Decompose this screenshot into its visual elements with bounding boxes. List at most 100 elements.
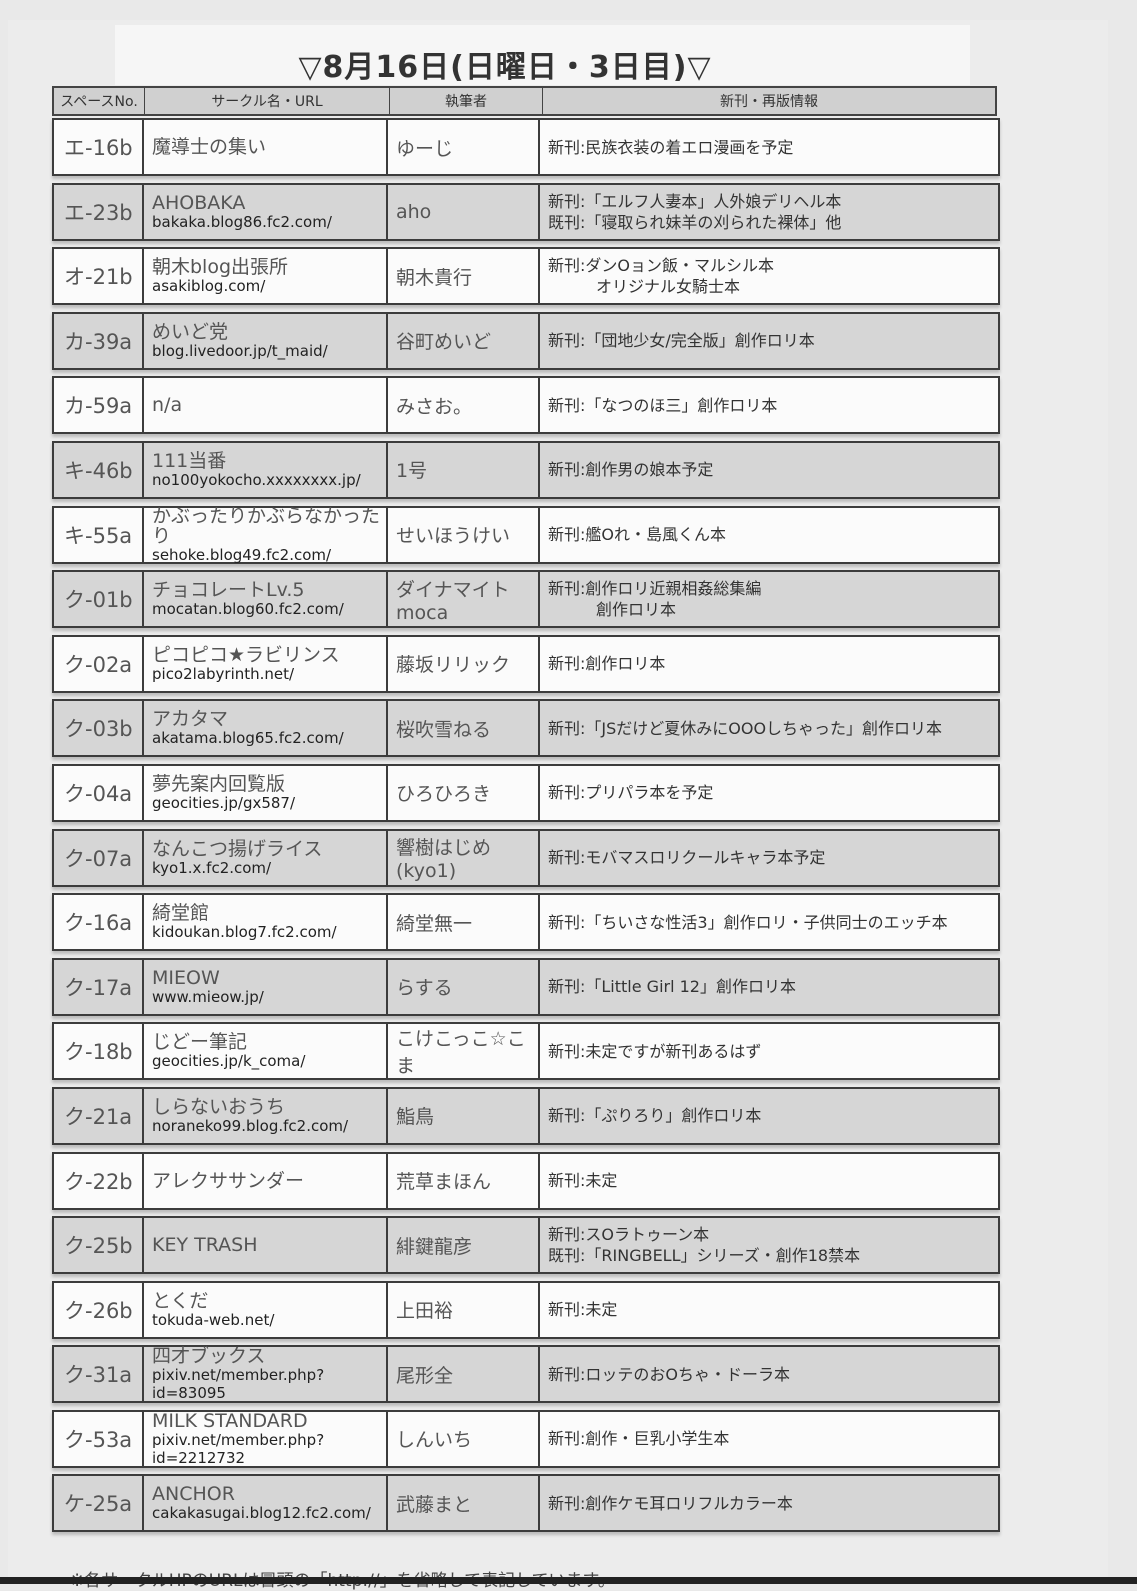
space-number: ケ-25a bbox=[54, 1476, 144, 1531]
space-number: ク-03b bbox=[54, 701, 144, 756]
info-line: 新刊:モバマスロリクールキャラ本予定 bbox=[548, 848, 826, 868]
table-row: ク-04a 夢先案内回覧版 geocities.jp/gx587/ひろひろき 新刊:プ… bbox=[52, 763, 1000, 822]
circle-cell: かぶったりかぶらなかったり sehoke.blog49.fc2.com/ bbox=[144, 506, 388, 564]
release-info: 新刊:創作・巨乳小学生本 bbox=[540, 1412, 998, 1466]
space-number: ク-07a bbox=[54, 830, 144, 885]
space-number: ク-18b bbox=[54, 1024, 144, 1079]
info-line: 新刊:「団地少女/完全版」創作ロリ本 bbox=[548, 331, 815, 351]
author: 藤坂リリック bbox=[388, 636, 540, 691]
author: 緋鍵龍彦 bbox=[388, 1218, 540, 1273]
space-number: ク-21a bbox=[54, 1088, 144, 1143]
circle-name: AHOBAKA bbox=[152, 191, 246, 214]
circle-cell: ピコピコ★ラビリンス pico2labyrinth.net/ bbox=[144, 636, 388, 691]
info-line: 新刊:ロッテのおOちゃ・ドーラ本 bbox=[548, 1364, 790, 1384]
table-row: ク-53a MILK STANDARD pixiv.net/member.php?i… bbox=[52, 1409, 1000, 1468]
info-line: 新刊:創作男の娘本予定 bbox=[548, 460, 714, 480]
page-title: ▽8月16日(日曜日・3日目)▽ bbox=[298, 50, 712, 85]
circle-name: じどー筆記 bbox=[152, 1031, 248, 1054]
circle-name: MILK STANDARD bbox=[152, 1409, 308, 1432]
release-info: 新刊:「なつのほ三」創作ロリ本 bbox=[540, 378, 998, 432]
table-row: ク-07a なんこつ揚げライス kyo1.x.fc2.com/響樹はじめ (kyo1… bbox=[52, 828, 1000, 887]
info-line: 新刊:未定 bbox=[548, 1171, 618, 1190]
space-number: ク-25b bbox=[54, 1218, 144, 1273]
release-info: 新刊:未定 bbox=[540, 1154, 998, 1208]
circle-table: エ-16b 魔導士の集い ゆーじ 新刊:民族衣装の着エロ漫画を予定 エ-23b AHOBA… bbox=[52, 118, 1000, 1539]
circle-url: geocities.jp/gx587/ bbox=[152, 793, 296, 812]
release-info: 新刊:「Little Girl 12」創作ロリ本 bbox=[540, 960, 998, 1014]
scan-edge bbox=[0, 1577, 1137, 1584]
circle-name: とくだ bbox=[152, 1289, 209, 1312]
space-number: キ-55a bbox=[54, 507, 144, 562]
author: 綺堂無一 bbox=[388, 895, 540, 950]
space-number: キ-46b bbox=[54, 442, 144, 497]
author: らする bbox=[388, 959, 540, 1014]
circle-url: akatama.blog65.fc2.com/ bbox=[152, 729, 344, 748]
circle-name: ANCHOR bbox=[152, 1483, 235, 1506]
circle-name: アレクササンダー bbox=[152, 1169, 305, 1192]
circle-url: kidoukan.blog7.fc2.com/ bbox=[152, 923, 337, 942]
circle-cell: n/a bbox=[144, 378, 388, 433]
table-row: ク-31a 四才ブックス pixiv.net/member.php?id=83095… bbox=[52, 1345, 1000, 1404]
space-number: ク-17a bbox=[54, 959, 144, 1014]
release-info: 新刊:未定 bbox=[540, 1283, 998, 1337]
space-number: カ-59a bbox=[54, 378, 144, 433]
circle-name: めいど党 bbox=[152, 320, 229, 343]
circle-name: 魔導士の集い bbox=[152, 136, 267, 158]
release-info: 新刊:「ぷりろり」創作ロリ本 bbox=[540, 1089, 998, 1143]
release-info: 新刊:創作ケモ耳ロリフルカラー本 bbox=[540, 1476, 998, 1530]
table-row: オ-21b 朝木blog出張所 asakiblog.com/朝木貴行 新刊:ダンOョン… bbox=[52, 247, 1000, 306]
table-row: ク-17a MIEOW www.mieow.jp/らする 新刊:「Little Gir… bbox=[52, 957, 1000, 1016]
release-info: 新刊:「団地少女/完全版」創作ロリ本 bbox=[540, 314, 998, 368]
info-line: 新刊:創作ロリ本 bbox=[548, 654, 666, 674]
release-info: 新刊:民族衣装の着エロ漫画を予定 bbox=[540, 120, 998, 174]
info-line: 創作ロリ本 bbox=[548, 600, 677, 620]
table-row: ク-26b とくだ tokuda-web.net/上田裕 新刊:未定 bbox=[52, 1280, 1000, 1339]
release-info: 新刊:「JSだけど夏休みにOOOしちゃった」創作ロリ本 bbox=[540, 701, 998, 755]
info-line: 新刊:プリパラ本を予定 bbox=[548, 783, 714, 803]
circle-cell: アカタマ akatama.blog65.fc2.com/ bbox=[144, 701, 388, 756]
release-info: 新刊:「ちいさな性活3」創作ロリ・子供同士のエッチ本 bbox=[540, 895, 998, 949]
space-number: ク-26b bbox=[54, 1282, 144, 1337]
table-row: ク-25b KEY TRASH 緋鍵龍彦 新刊:スOラトゥーン本 既刊:「RINGBEL… bbox=[52, 1216, 1000, 1275]
circle-url: cakakasugai.blog12.fc2.com/ bbox=[152, 1504, 371, 1523]
space-number: オ-21b bbox=[54, 249, 144, 304]
table-row: ク-03b アカタマ akatama.blog65.fc2.com/桜吹雪ねる 新刊:… bbox=[52, 699, 1000, 758]
info-line: 新刊:創作ケモ耳ロリフルカラー本 bbox=[548, 1493, 793, 1513]
author: 谷町めいど bbox=[388, 313, 540, 368]
release-info: 新刊:プリパラ本を予定 bbox=[540, 766, 998, 820]
circle-cell: チョコレートLv.5 mocatan.blog60.fc2.com/ bbox=[144, 572, 388, 627]
info-line: 新刊:「JSだけど夏休みにOOOしちゃった」創作ロリ本 bbox=[548, 718, 943, 738]
circle-cell: 111当番 no100yokocho.xxxxxxxx.jp/ bbox=[144, 442, 388, 497]
circle-name: 四才ブックス bbox=[152, 1345, 266, 1368]
author: みさお。 bbox=[388, 378, 540, 433]
info-line: 新刊:「ぷりろり」創作ロリ本 bbox=[548, 1106, 762, 1126]
release-info: 新刊:スOラトゥーン本 既刊:「RINGBELL」シリーズ・創作18禁本 bbox=[540, 1218, 998, 1272]
circle-cell: MILK STANDARD pixiv.net/member.php?id=221… bbox=[144, 1409, 388, 1467]
info-line: 新刊:艦Oれ・島風くん本 bbox=[548, 525, 726, 545]
circle-url: tokuda-web.net/ bbox=[152, 1310, 275, 1329]
circle-url: sehoke.blog49.fc2.com/ bbox=[152, 545, 332, 564]
info-line: 新刊:「ちいさな性活3」創作ロリ・子供同士のエッチ本 bbox=[548, 912, 948, 932]
circle-name: MIEOW bbox=[152, 966, 220, 989]
space-number: ク-16a bbox=[54, 895, 144, 950]
info-line: 新刊:「なつのほ三」創作ロリ本 bbox=[548, 395, 778, 415]
circle-name: 朝木blog出張所 bbox=[152, 256, 289, 279]
author: 桜吹雪ねる bbox=[388, 701, 540, 756]
circle-cell: ANCHOR cakakasugai.blog12.fc2.com/ bbox=[144, 1476, 388, 1531]
circle-name: 111当番 bbox=[152, 449, 227, 472]
space-number: エ-16b bbox=[54, 120, 144, 174]
circle-name: しらないおうち bbox=[152, 1095, 286, 1118]
table-row: ク-21a しらないおうち noraneko99.blog.fc2.com/鮨鳥 新刊… bbox=[52, 1086, 1000, 1145]
author: 武藤まと bbox=[388, 1476, 540, 1531]
circle-url: no100yokocho.xxxxxxxx.jp/ bbox=[152, 470, 361, 489]
circle-cell: 朝木blog出張所 asakiblog.com/ bbox=[144, 249, 388, 304]
author: こけこっこ☆こま bbox=[388, 1024, 540, 1079]
circle-url: mocatan.blog60.fc2.com/ bbox=[152, 600, 344, 619]
author: 尾形全 bbox=[388, 1347, 540, 1402]
table-row: ク-02a ピコピコ★ラビリンス pico2labyrinth.net/藤坂リリック… bbox=[52, 634, 1000, 693]
author: aho bbox=[388, 184, 540, 239]
circle-cell: じどー筆記 geocities.jp/k_coma/ bbox=[144, 1024, 388, 1079]
circle-url: pixiv.net/member.php?id=83095 bbox=[152, 1366, 325, 1403]
header-info: 新刊・再版情報 bbox=[720, 94, 818, 110]
table-row: エ-16b 魔導士の集い ゆーじ 新刊:民族衣装の着エロ漫画を予定 bbox=[52, 118, 1000, 176]
